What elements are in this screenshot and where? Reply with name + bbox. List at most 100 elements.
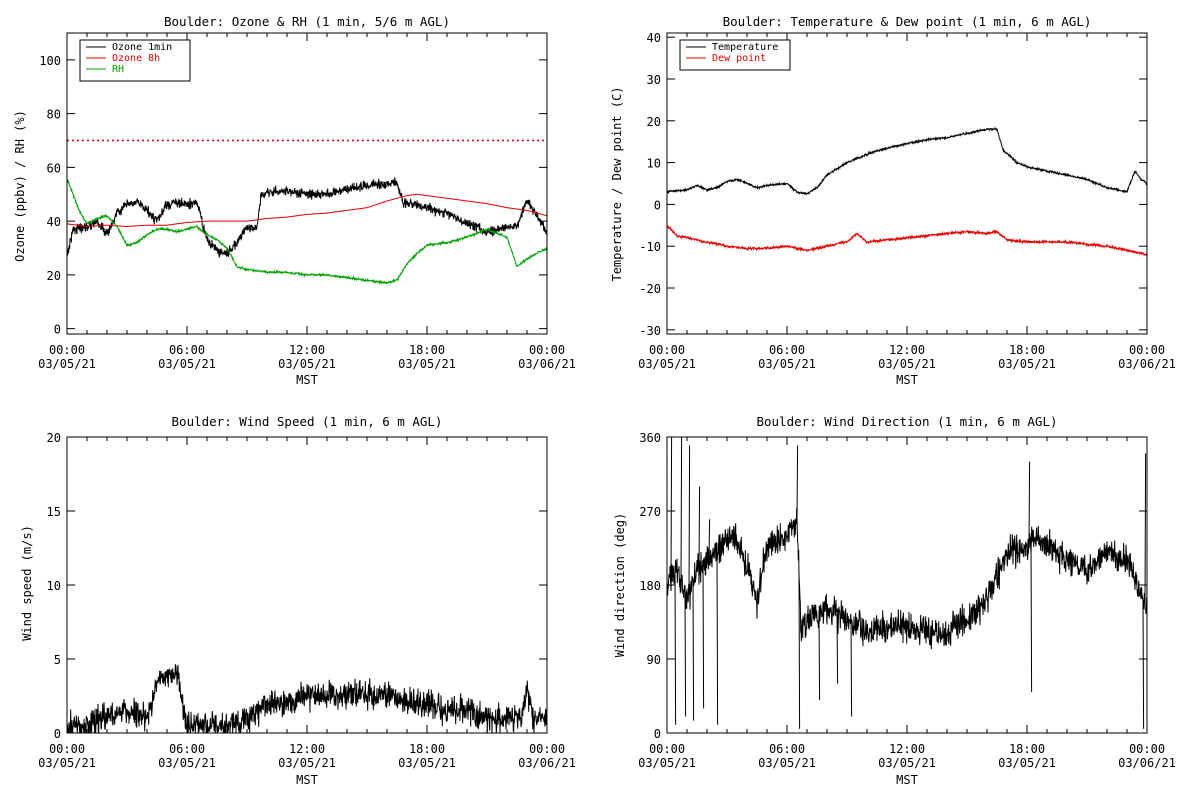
data-spike xyxy=(722,542,725,553)
x-tick-label: 12:00 xyxy=(289,343,325,357)
series-line-temperature xyxy=(667,126,1147,196)
data-spike xyxy=(680,437,683,582)
y-tick-label: 20 xyxy=(47,431,61,445)
y-tick-label: 0 xyxy=(54,323,61,337)
x-tick-label: 00:00 xyxy=(1129,343,1165,357)
y-tick-label: 10 xyxy=(47,579,61,593)
x-tick-date: 03/05/21 xyxy=(638,357,696,371)
data-spike xyxy=(1030,543,1033,692)
legend-label: Dew point xyxy=(712,53,766,64)
legend-label: Ozone 8h xyxy=(112,53,160,64)
y-tick-label: 270 xyxy=(639,505,661,519)
x-tick-label: 00:00 xyxy=(49,742,85,756)
x-axis-label: MST xyxy=(896,373,918,387)
legend-label: Ozone 1min xyxy=(112,42,172,53)
plot-area: 0510152000:0003/05/2106:0003/05/2112:000… xyxy=(38,431,576,770)
chart-title: Boulder: Wind Direction (1 min, 6 m AGL) xyxy=(756,414,1057,429)
y-tick-label: 30 xyxy=(647,73,661,87)
series-line-ozone-8h xyxy=(67,193,547,227)
series-group xyxy=(667,437,1147,729)
y-tick-label: -10 xyxy=(639,240,661,254)
legend-label: RH xyxy=(112,64,124,75)
y-tick-label: 0 xyxy=(654,198,661,212)
x-tick-label: 18:00 xyxy=(409,742,445,756)
data-spike xyxy=(1142,599,1145,729)
panel-wind-speed: Boulder: Wind Speed (1 min, 6 m AGL) Win… xyxy=(20,414,576,787)
series-line-data xyxy=(67,664,547,733)
y-tick-label: 90 xyxy=(647,653,661,667)
x-tick-label: 00:00 xyxy=(649,343,685,357)
y-tick-label: -20 xyxy=(639,282,661,296)
data-spike xyxy=(674,571,677,725)
x-tick-date: 03/05/21 xyxy=(998,357,1056,371)
x-tick-date: 03/05/21 xyxy=(998,756,1056,770)
x-tick-date: 03/06/21 xyxy=(1118,756,1176,770)
x-tick-label: 00:00 xyxy=(529,742,565,756)
series-line-data xyxy=(667,507,1147,650)
panel-temperature-dewpoint: Boulder: Temperature & Dew point (1 min,… xyxy=(610,14,1176,387)
x-tick-label: 06:00 xyxy=(769,343,805,357)
x-tick-date: 03/06/21 xyxy=(518,756,576,770)
y-tick-label: 20 xyxy=(47,269,61,283)
chart-title: Boulder: Ozone & RH (1 min, 5/6 m AGL) xyxy=(164,14,450,29)
y-axis-label: Wind direction (deg) xyxy=(613,513,627,658)
x-tick-date: 03/05/21 xyxy=(398,357,456,371)
data-spike xyxy=(708,519,711,559)
plot-area: -30-20-1001020304000:0003/05/2106:0003/0… xyxy=(638,31,1176,371)
data-spike xyxy=(692,581,695,721)
x-tick-date: 03/05/21 xyxy=(38,756,96,770)
x-tick-label: 12:00 xyxy=(289,742,325,756)
plot-area: 09018027036000:0003/05/2106:0003/05/2112… xyxy=(638,431,1176,770)
x-tick-date: 03/05/21 xyxy=(758,756,816,770)
data-spike xyxy=(836,613,839,684)
y-axis-label: Wind speed (m/s) xyxy=(20,525,34,641)
x-tick-date: 03/05/21 xyxy=(278,357,336,371)
y-tick-label: 180 xyxy=(639,579,661,593)
y-tick-label: 20 xyxy=(647,115,661,129)
data-spike xyxy=(1144,453,1147,605)
x-tick-label: 18:00 xyxy=(1009,742,1045,756)
plot-area: 02040608010000:0003/05/2106:0003/05/2112… xyxy=(38,32,576,371)
data-spike xyxy=(1028,461,1031,546)
x-tick-date: 03/05/21 xyxy=(398,756,456,770)
y-axis-label: Ozone (ppbv) / RH (%) xyxy=(13,110,27,262)
x-tick-date: 03/06/21 xyxy=(1118,357,1176,371)
x-tick-date: 03/05/21 xyxy=(878,756,936,770)
series-line-rh xyxy=(67,177,547,285)
data-spike xyxy=(688,445,691,595)
x-tick-label: 06:00 xyxy=(769,742,805,756)
data-spike xyxy=(796,445,799,520)
chart-title: Boulder: Temperature & Dew point (1 min,… xyxy=(723,14,1092,29)
panel-ozone-rh: Boulder: Ozone & RH (1 min, 5/6 m AGL) O… xyxy=(13,14,576,387)
y-axis-label: Temperature / Dew point (C) xyxy=(610,86,624,281)
series-line-dew-point xyxy=(667,224,1147,257)
legend-label: Temperature xyxy=(712,42,778,53)
x-tick-date: 03/05/21 xyxy=(758,357,816,371)
y-tick-label: 0 xyxy=(54,727,61,741)
legend-box xyxy=(679,39,791,71)
data-spike xyxy=(798,572,801,729)
chart-title: Boulder: Wind Speed (1 min, 6 m AGL) xyxy=(172,414,443,429)
data-spike xyxy=(698,486,701,567)
series-group xyxy=(67,664,547,733)
y-tick-label: 80 xyxy=(47,108,61,122)
y-tick-label: 10 xyxy=(647,157,661,171)
y-tick-label: 60 xyxy=(47,161,61,175)
data-spike xyxy=(818,612,821,701)
x-axis-label: MST xyxy=(896,773,918,787)
panel-wind-direction: Boulder: Wind Direction (1 min, 6 m AGL)… xyxy=(613,414,1176,787)
data-spike xyxy=(716,552,719,725)
x-tick-date: 03/05/21 xyxy=(638,756,696,770)
data-spike xyxy=(684,594,687,717)
data-spike xyxy=(702,563,705,709)
x-tick-label: 12:00 xyxy=(889,742,925,756)
x-tick-label: 00:00 xyxy=(49,343,85,357)
series-group xyxy=(667,126,1147,257)
plot-frame xyxy=(666,436,1148,734)
y-tick-label: 5 xyxy=(54,653,61,667)
x-tick-label: 06:00 xyxy=(169,742,205,756)
x-tick-label: 00:00 xyxy=(529,343,565,357)
